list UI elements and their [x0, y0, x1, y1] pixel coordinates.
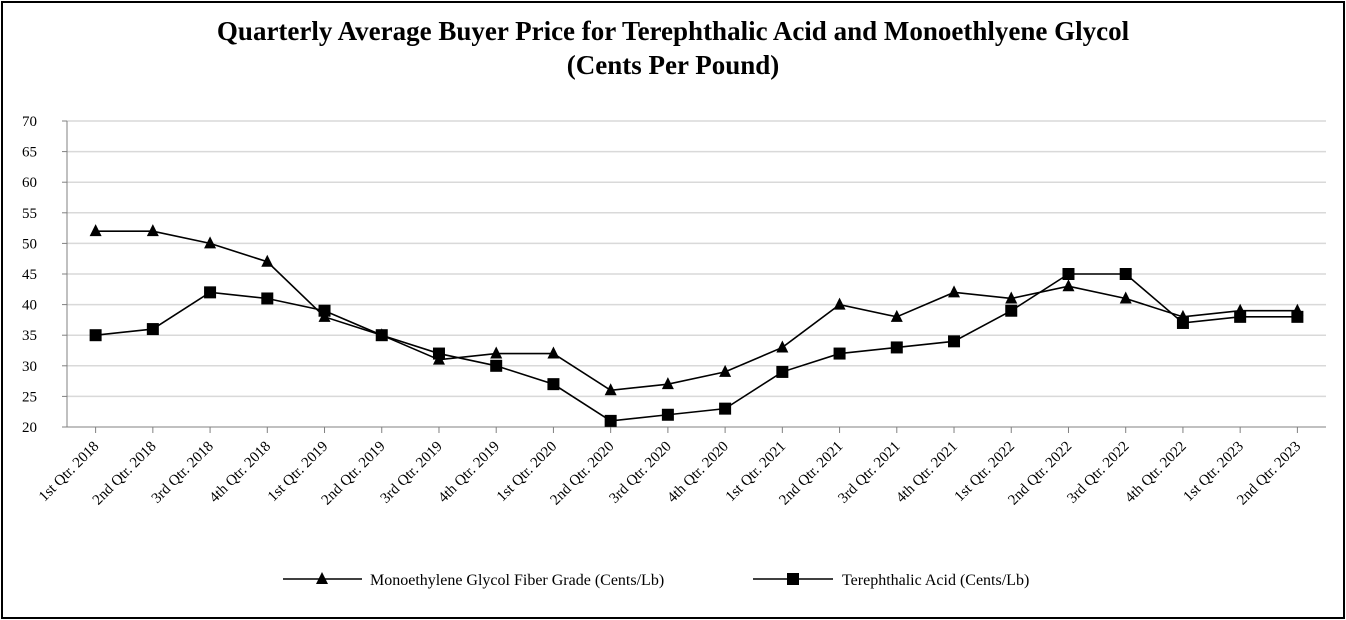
data-point: [146, 224, 159, 237]
legend-item: Terephthalic Acid (Cents/Lb): [753, 572, 1029, 589]
data-point: [776, 365, 789, 378]
x-tick-label: 4th Qtr. 2021: [893, 439, 961, 507]
data-point: [89, 224, 102, 237]
x-tick-label: 3rd Qtr. 2018: [149, 439, 217, 507]
legend-item: Monoethylene Glycol Fiber Grade (Cents/L…: [283, 572, 664, 589]
data-point: [948, 335, 961, 348]
data-point: [1062, 279, 1075, 292]
grid-lines: [67, 120, 1326, 398]
series-monoethylene-glycol: [89, 224, 1304, 396]
x-tick-label: 4th Qtr. 2022: [1122, 439, 1190, 507]
data-point: [1176, 316, 1189, 329]
legend-marker: [316, 572, 328, 584]
data-point: [719, 364, 732, 377]
chart-subtitle: (Cents Per Pound): [566, 50, 780, 80]
data-point: [1234, 310, 1247, 323]
data-point: [204, 286, 217, 299]
data-point: [375, 329, 388, 342]
data-point: [833, 347, 846, 360]
x-tick-label: 3rd Qtr. 2020: [607, 439, 675, 507]
x-tick-label: 4th Qtr. 2018: [207, 439, 275, 507]
y-tick-label: 65: [22, 145, 37, 161]
data-point: [890, 341, 903, 354]
data-point: [547, 378, 560, 391]
y-tick-label: 45: [22, 267, 37, 283]
y-axis-ticks: 20 25 30 35 40 45 50 55 60 65 70: [22, 114, 67, 436]
y-tick-label: 50: [22, 236, 37, 252]
data-point: [833, 297, 846, 310]
data-point: [1062, 268, 1075, 280]
y-tick-label: 40: [22, 298, 37, 314]
series-line: [95, 273, 1298, 422]
data-point: [776, 340, 789, 353]
x-tick-label: 4th Qtr. 2020: [664, 439, 732, 507]
data-point: [661, 377, 674, 390]
y-tick-label: 60: [22, 175, 37, 191]
y-tick-label: 30: [22, 359, 37, 375]
data-point: [261, 254, 274, 267]
data-point: [1119, 268, 1132, 280]
chart-title: Quarterly Average Buyer Price for Tereph…: [216, 16, 1130, 46]
y-tick-label: 55: [22, 206, 37, 222]
data-point: [318, 304, 331, 317]
data-point: [948, 285, 961, 298]
data-point: [261, 292, 274, 305]
series-line: [95, 230, 1298, 392]
data-point: [604, 414, 617, 427]
y-tick-label: 25: [22, 389, 37, 405]
data-point: [490, 346, 503, 359]
data-point: [1119, 291, 1132, 304]
legend-marker: [787, 573, 799, 585]
data-point: [146, 323, 159, 336]
data-point: [890, 309, 903, 322]
data-point: [204, 236, 217, 249]
data-point: [1005, 291, 1018, 304]
data-point: [1005, 304, 1018, 317]
data-point: [661, 408, 674, 421]
data-series: [89, 224, 1304, 427]
legend: Monoethylene Glycol Fiber Grade (Cents/L…: [283, 572, 1029, 589]
data-point: [1291, 310, 1304, 323]
y-tick-label: 70: [22, 114, 37, 130]
chart-title-block: Quarterly Average Buyer Price for Tereph…: [0, 14, 1346, 82]
data-point: [432, 347, 445, 360]
legend-label: Monoethylene Glycol Fiber Grade (Cents/L…: [370, 572, 664, 589]
legend-label: Terephthalic Acid (Cents/Lb): [842, 572, 1029, 589]
data-point: [719, 402, 732, 415]
x-tick-label: 3rd Qtr. 2022: [1064, 439, 1132, 507]
series-terephthalic-acid: [89, 268, 1304, 427]
x-tick-label: 3rd Qtr. 2019: [378, 439, 446, 507]
data-point: [604, 383, 617, 396]
x-tick-label: 3rd Qtr. 2021: [835, 439, 903, 507]
data-point: [89, 329, 102, 342]
x-tick-label: 4th Qtr. 2019: [435, 439, 503, 507]
y-tick-label: 35: [22, 328, 37, 344]
data-point: [547, 346, 560, 359]
data-point: [490, 359, 503, 372]
y-tick-label: 20: [22, 420, 37, 436]
